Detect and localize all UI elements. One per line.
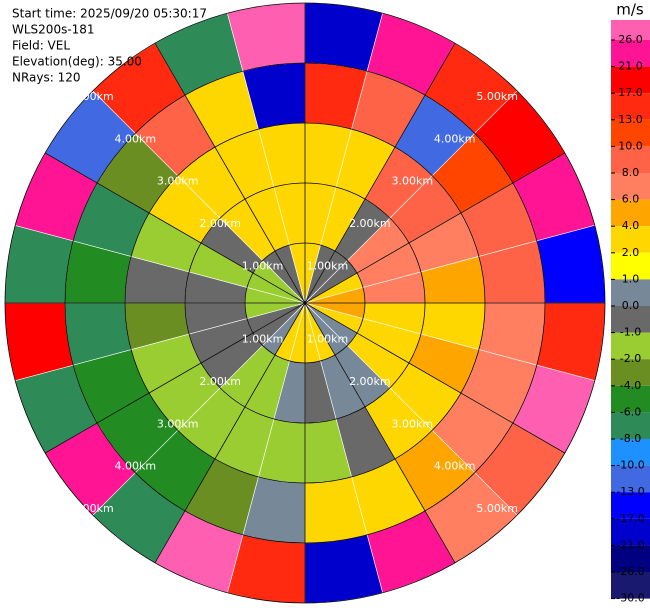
range-ring: [124, 122, 486, 484]
colorbar-block: [611, 66, 650, 94]
colorbar-block: [611, 332, 650, 360]
colorbar-block: [611, 279, 650, 306]
range-label: 4.00km: [115, 132, 157, 145]
colorbar-label: -4.0: [620, 379, 641, 392]
range-label: 3.00km: [157, 417, 199, 430]
range-ring: [184, 182, 426, 424]
colorbar-label: 17.0: [618, 86, 643, 99]
colorbar-block: [611, 119, 650, 147]
colorbar-block: [611, 359, 650, 386]
info-line: Elevation(deg): 35.00: [12, 55, 142, 69]
spoke: [44, 152, 565, 454]
info-line: NRays: 120: [12, 71, 81, 85]
range-label: 4.00km: [434, 132, 476, 145]
colorbar-label: 21.0: [618, 60, 643, 73]
colorbar-block: [611, 492, 650, 519]
range-ring: [64, 62, 546, 544]
range-label: 2.00km: [199, 375, 241, 388]
colorbar-label: -21.0: [616, 538, 644, 551]
info-line: Start time: 2025/09/20 05:30:17: [12, 7, 207, 21]
colorbar-block: [611, 518, 650, 546]
colorbar-block: [611, 545, 650, 572]
colorbar-block: [611, 465, 650, 493]
colorbar-block: [611, 93, 650, 120]
colorbar: 26.0 21.0 17.0 13.0 10.0 8.0 6.0 4.0 2.0 1.0 0.0 -1…: [611, 20, 650, 605]
range-label: 2.00km: [199, 217, 241, 230]
colorbar-label: -13.0: [616, 485, 644, 498]
colorbar-label: 10.0: [618, 139, 643, 152]
colorbar-label: -1.0: [620, 326, 641, 339]
range-label: 1.00km: [307, 332, 349, 345]
colorbar-block: [611, 226, 650, 253]
colorbar-label: 6.0: [622, 193, 640, 206]
info-line: WLS200s-181: [12, 23, 95, 37]
colorbar-label: -17.0: [616, 512, 644, 525]
colorbar-block: [611, 199, 650, 227]
colorbar-label: 13.0: [618, 113, 643, 126]
colorbar-label: 1.0: [622, 272, 640, 285]
colorbar-label: -6.0: [620, 405, 641, 418]
range-label: 5.00km: [476, 502, 518, 515]
range-label: 4.00km: [434, 460, 476, 473]
colorbar-label: 4.0: [622, 219, 640, 232]
range-label: 2.00km: [349, 375, 391, 388]
colorbar-label: 0.0: [622, 299, 640, 312]
range-label: 5.00km: [72, 90, 114, 103]
range-ring: [244, 242, 366, 364]
range-label: 3.00km: [391, 175, 433, 188]
range-label: 4.00km: [115, 460, 157, 473]
colorbar-label: -10.0: [616, 459, 644, 472]
range-label: 1.00km: [242, 260, 284, 273]
colorbar-block: [611, 173, 650, 200]
range-label: 3.00km: [157, 175, 199, 188]
range-label: 1.00km: [242, 332, 284, 345]
colorbar-label: 2.0: [622, 246, 640, 259]
colorbar-label: -8.0: [620, 432, 641, 445]
colorbar-block: [611, 439, 650, 466]
colorbar-block: [611, 306, 650, 333]
colorbar-block: [611, 412, 650, 439]
colorbar-block: [611, 20, 650, 40]
info-line: Field: VEL: [12, 39, 70, 53]
colorbar-label: -26.0: [616, 565, 644, 578]
polar-grid: [4, 2, 606, 604]
range-label: 1.00km: [307, 260, 349, 273]
colorbar-block: [611, 146, 650, 173]
colorbar-label: -30.0: [616, 592, 644, 605]
colorbar-block: [611, 252, 650, 280]
colorbar-label: -2.0: [620, 352, 641, 365]
range-label: 5.00km: [476, 90, 518, 103]
range-label: 2.00km: [349, 217, 391, 230]
colorbar-label: 8.0: [622, 166, 640, 179]
range-ring: [4, 2, 606, 604]
colorbar-block: [611, 385, 650, 413]
colorbar-label: 26.0: [618, 33, 643, 46]
colorbar-block: [611, 572, 650, 599]
colorbar-unit: m/s: [616, 1, 644, 19]
range-label: 5.00km: [72, 502, 114, 515]
range-label: 3.00km: [391, 417, 433, 430]
colorbar-block: [611, 40, 650, 67]
